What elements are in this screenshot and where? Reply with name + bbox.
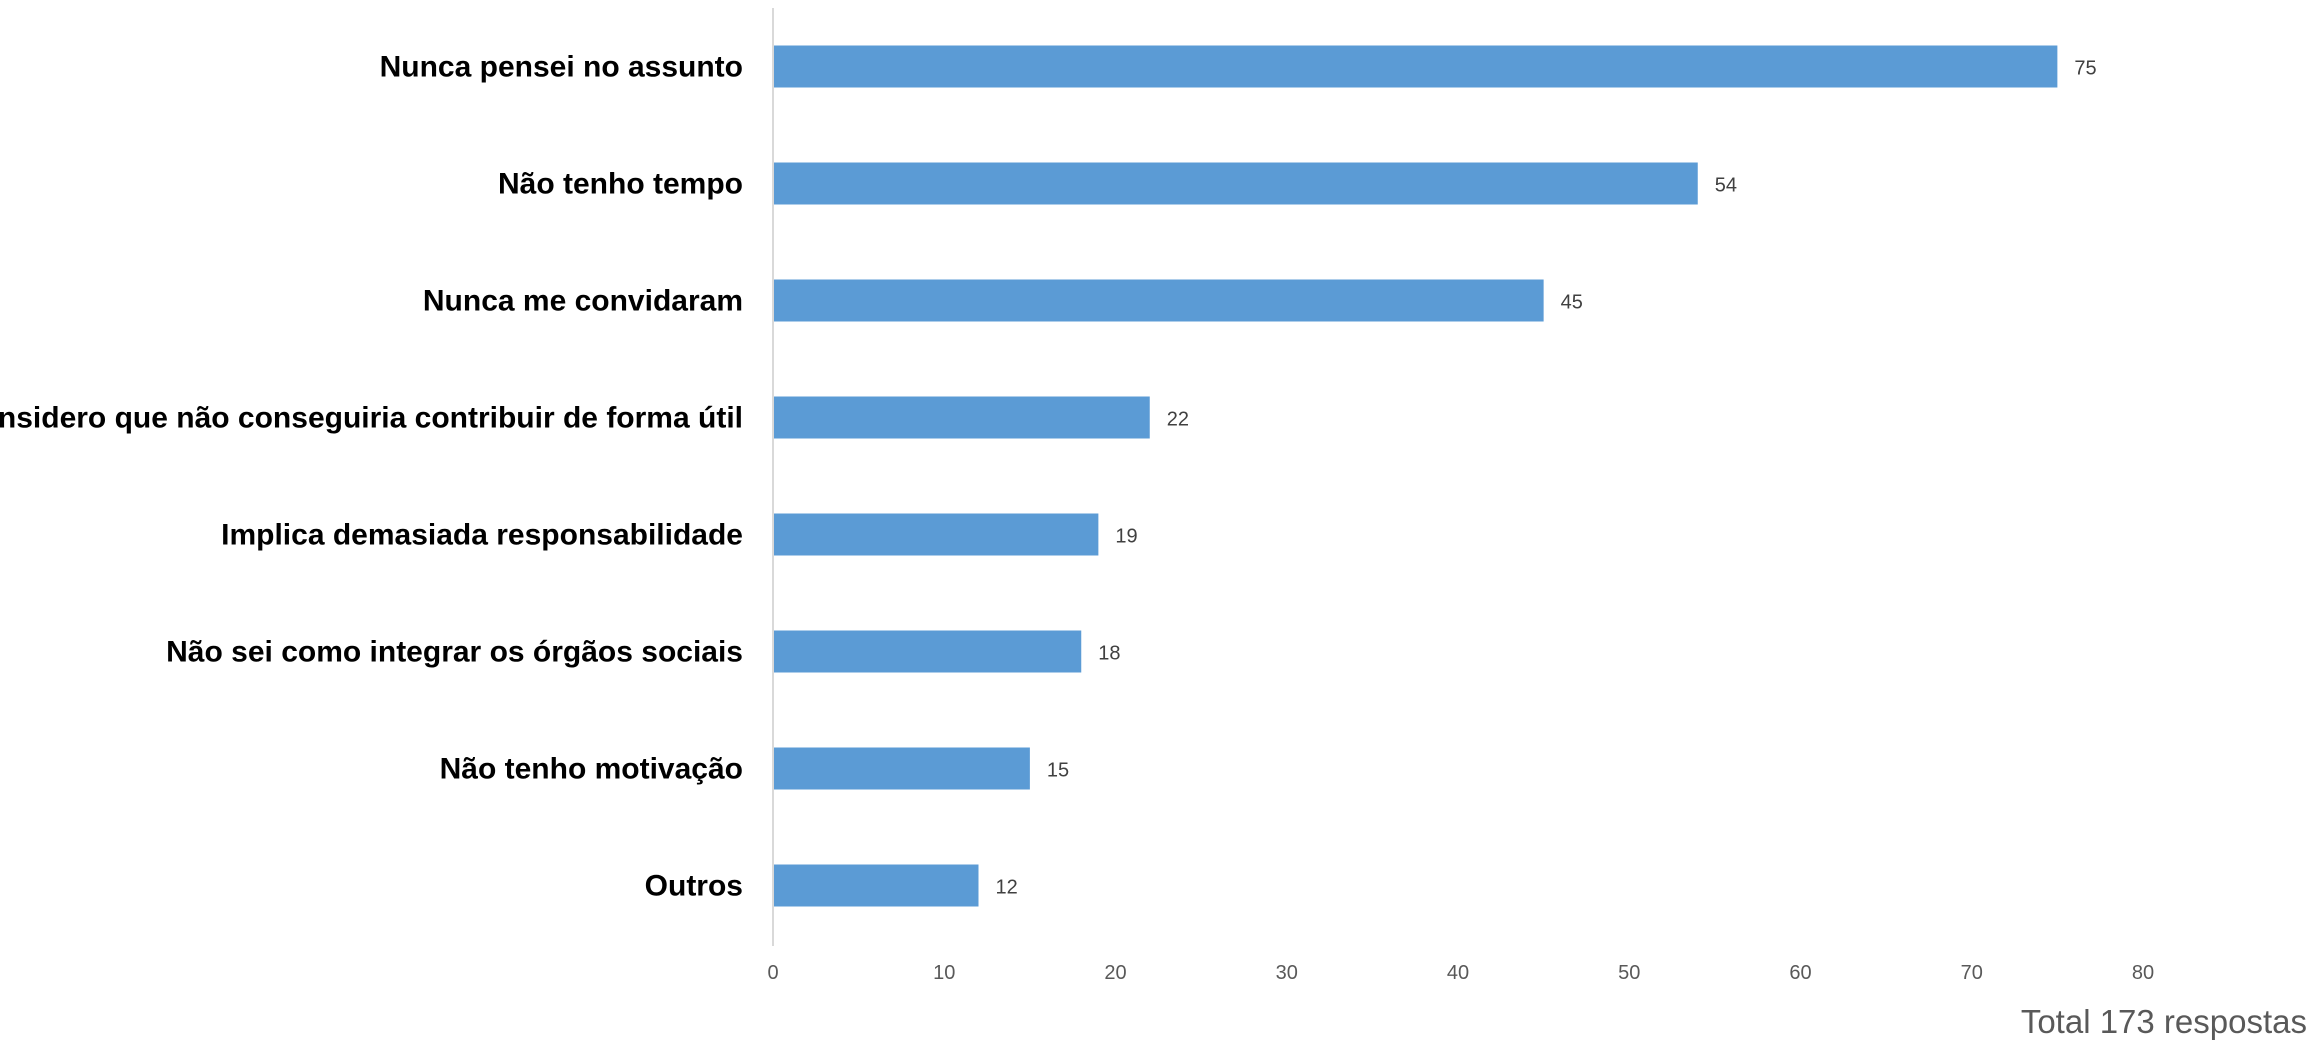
total-responses-note: Total 173 respostas xyxy=(2020,1003,2307,1040)
data-label: 54 xyxy=(1715,175,1737,197)
x-tick-label: 30 xyxy=(1276,962,1298,984)
bar xyxy=(774,630,1082,673)
data-label: 22 xyxy=(1167,409,1189,431)
bar xyxy=(774,396,1150,439)
bar xyxy=(774,162,1698,205)
category-label: Não tenho tempo xyxy=(498,168,743,201)
bar xyxy=(774,864,979,907)
data-label: 75 xyxy=(2074,58,2096,80)
x-tick-label: 80 xyxy=(2132,962,2154,984)
category-label: Nunca me convidaram xyxy=(423,285,743,318)
data-label: 18 xyxy=(1098,643,1120,665)
data-label: 15 xyxy=(1047,760,1069,782)
bar xyxy=(774,45,2058,88)
category-label: Outros xyxy=(645,870,743,903)
category-label: Não tenho motivação xyxy=(440,753,743,786)
bar-chart: Nunca pensei no assunto 75 Não tenho tempo… xyxy=(0,8,2154,984)
bar xyxy=(774,513,1099,556)
category-label: Nunca pensei no assunto xyxy=(380,51,743,84)
x-tick-label: 70 xyxy=(1961,962,1983,984)
x-tick-label: 60 xyxy=(1789,962,1811,984)
category-label: Implica demasiada responsabilidade xyxy=(221,519,743,552)
x-tick-label: 10 xyxy=(933,962,955,984)
bar xyxy=(774,279,1544,322)
x-tick-label: 50 xyxy=(1618,962,1640,984)
data-label: 45 xyxy=(1561,292,1583,314)
data-label: 12 xyxy=(996,877,1018,899)
x-tick-label: 20 xyxy=(1104,962,1126,984)
bar xyxy=(774,747,1030,790)
data-label: 19 xyxy=(1115,526,1137,548)
x-tick-label: 0 xyxy=(767,962,778,984)
category-label: Considero que não conseguiria contribuir… xyxy=(0,402,743,435)
x-tick-label: 40 xyxy=(1447,962,1469,984)
category-label: Não sei como integrar os órgãos sociais xyxy=(166,636,743,669)
